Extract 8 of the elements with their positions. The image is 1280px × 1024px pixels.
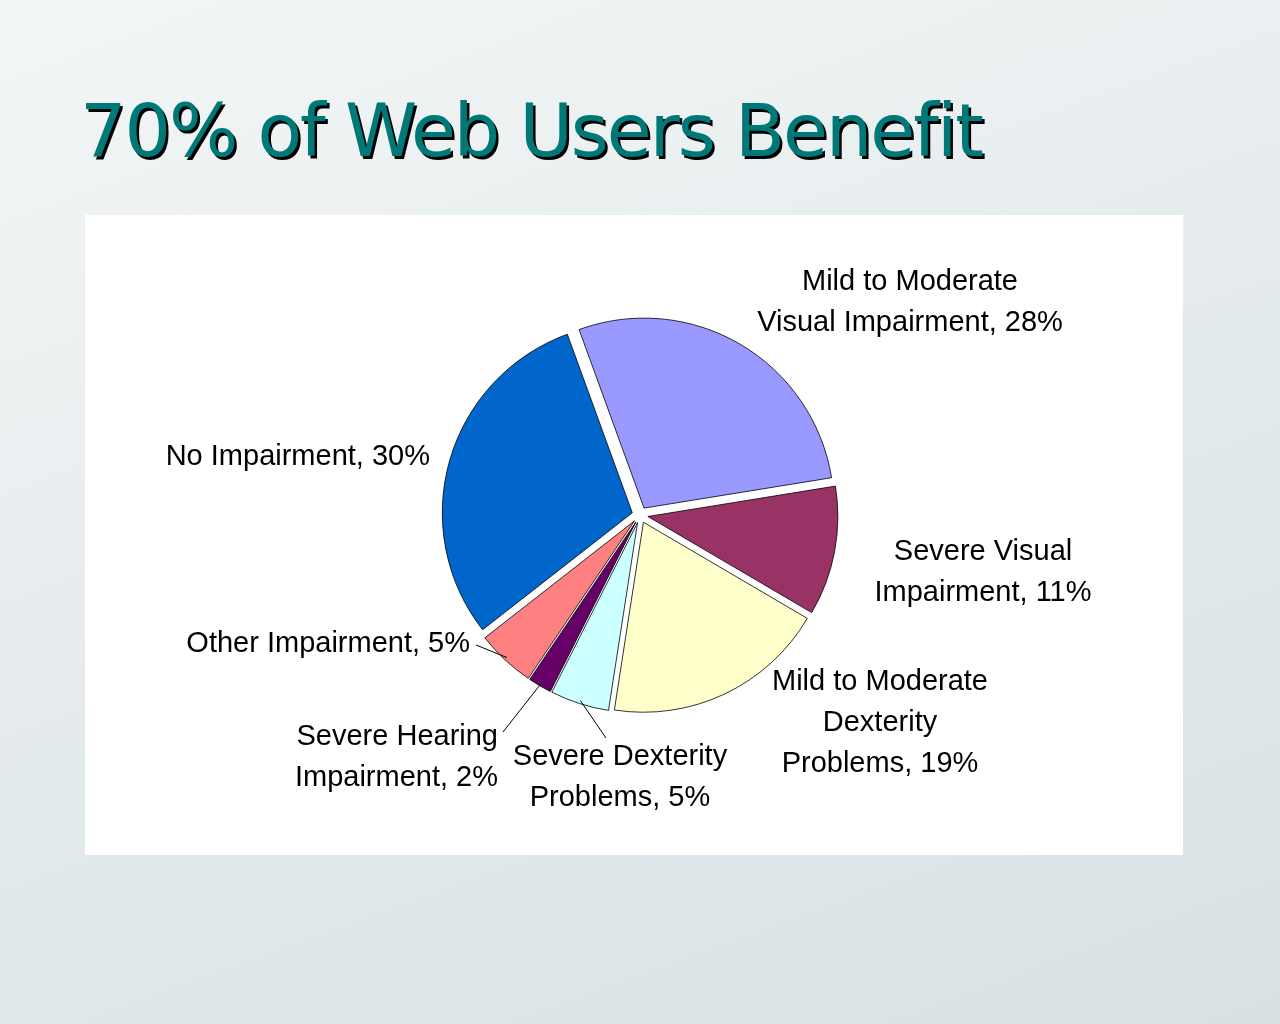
slice-label: Severe Dexterity Problems, 5% [512, 739, 728, 812]
slice-label: Mild to Moderate Visual Impairment, 28% [757, 264, 1063, 337]
slice-label: Severe Hearing Impairment, 2% [294, 719, 498, 792]
slice-label: Mild to Moderate Dexterity Problems, 19% [772, 664, 988, 778]
slice-label: Other Impairment, 5% [186, 626, 470, 658]
chart-title: 70% of Web Users Benefit [80, 88, 983, 173]
slice-label: Severe Visual Impairment, 11% [874, 534, 1092, 607]
slice-label: No Impairment, 30% [165, 439, 430, 471]
